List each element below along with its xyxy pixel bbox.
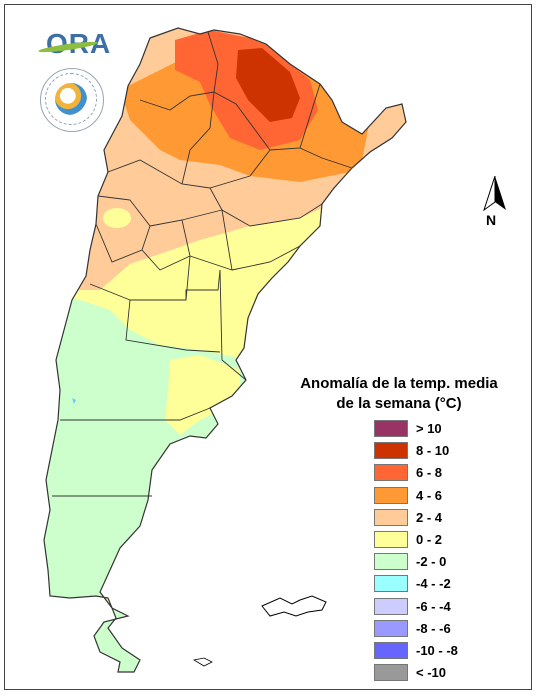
legend-swatch: [374, 575, 408, 593]
legend-label: -6 - -4: [416, 598, 451, 614]
smn-sun-icon: [55, 83, 87, 115]
legend-label: -2 - 0: [416, 554, 447, 570]
legend-label: -10 - -8: [416, 642, 458, 658]
legend-label: < -10: [416, 665, 446, 681]
north-label: N: [486, 212, 497, 228]
legend-label: 6 - 8: [416, 465, 443, 481]
lake-blue: [72, 398, 76, 404]
smn-seal-ring: [45, 73, 97, 125]
legend-swatch: [374, 664, 408, 682]
falkland-islands: [261, 595, 327, 617]
province-borders: [43, 27, 407, 673]
legend-label: 4 - 6: [416, 487, 443, 503]
legend-swatch: [374, 442, 408, 460]
legend-swatch: [374, 641, 408, 659]
legend-title: Anomalía de la temp. media de la semana …: [296, 374, 502, 414]
zone-8-10: [236, 48, 300, 122]
legend-swatch: [374, 508, 408, 526]
legend-label: -8 - -6: [416, 620, 451, 636]
legend-swatch: [374, 530, 408, 548]
legend-swatch: [374, 597, 408, 615]
zone-0-2-spot: [103, 208, 131, 228]
legend-swatch: [374, 464, 408, 482]
north-arrow-icon: [483, 176, 506, 212]
tierra-del-fuego-east: [192, 657, 213, 667]
legend-label: 0 - 2: [416, 531, 443, 547]
legend-title-line2: de la semana (°C): [336, 395, 462, 412]
legend-label: 8 - 10: [416, 443, 450, 459]
legend-label: -4 - -2: [416, 576, 451, 592]
legend-swatch: [374, 420, 408, 437]
map-frame: [4, 4, 532, 690]
legend-swatch: [374, 486, 408, 504]
legend-title-line1: Anomalía de la temp. media: [300, 375, 498, 392]
zone-0-2-coast: [165, 355, 240, 435]
legend-label: > 10: [416, 421, 442, 436]
legend-swatch: [374, 619, 408, 637]
smn-seal-logo: [40, 68, 104, 132]
legend-label: 2 - 4: [416, 509, 443, 525]
legend-swatch: [374, 553, 408, 571]
